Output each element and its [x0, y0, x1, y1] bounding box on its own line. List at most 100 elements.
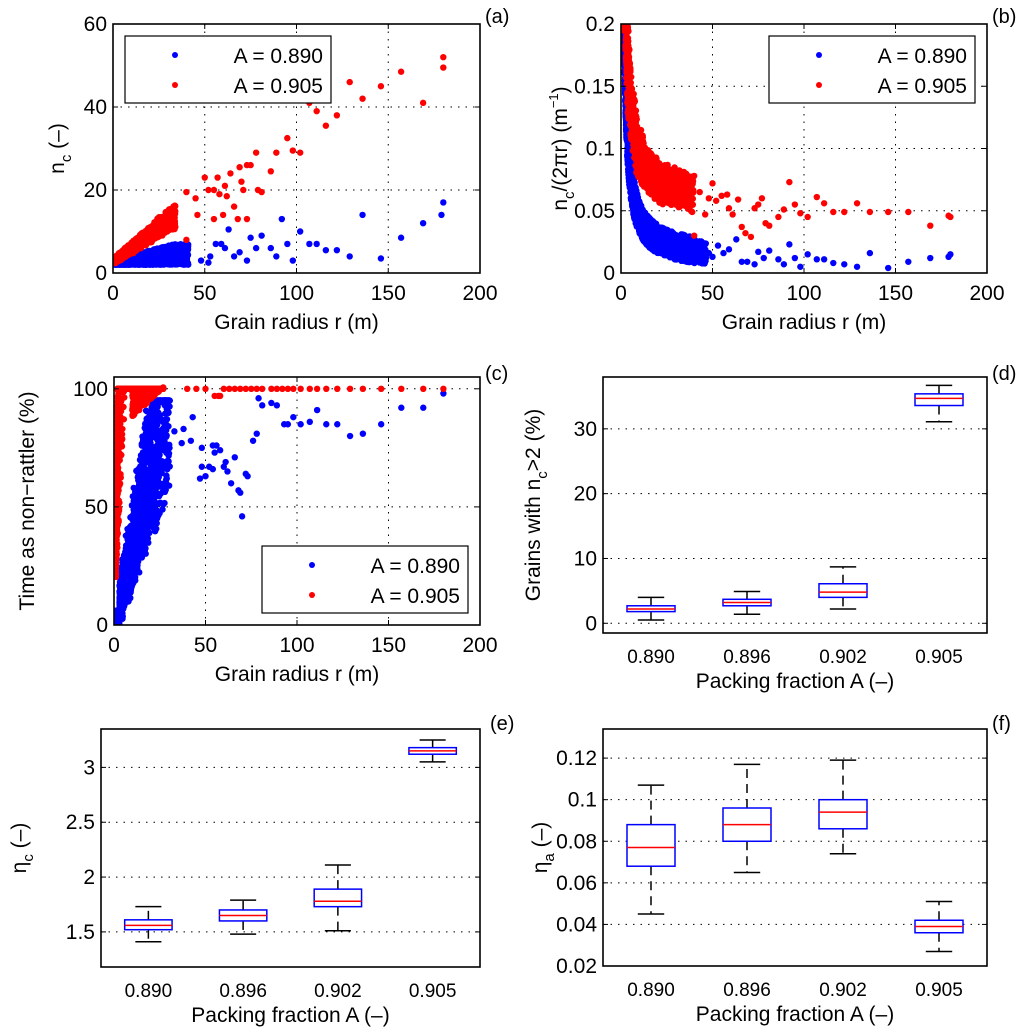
y-label-part: n: [46, 162, 69, 174]
point-a0890: [225, 226, 232, 233]
point-a0905: [296, 149, 304, 156]
point-a0890: [438, 211, 445, 219]
point-a0905: [440, 54, 447, 61]
point-a0890: [205, 259, 212, 266]
point-a0890: [247, 234, 254, 241]
point-a0905: [183, 188, 190, 196]
point-a0905: [230, 203, 238, 210]
point-a0905: [252, 149, 260, 156]
point-a0905: [216, 190, 223, 198]
point-a0905: [127, 241, 135, 249]
point-a0890: [218, 240, 225, 248]
point-a0905: [273, 149, 280, 156]
panel-label: (a): [485, 6, 509, 28]
point-a0905: [205, 186, 212, 194]
legend: A = 0.890 A = 0.905: [124, 35, 332, 104]
legend-marker-a0890: [172, 52, 178, 58]
y-tick-label: 40: [84, 96, 107, 119]
point-a0905: [236, 163, 243, 171]
legend-box: [124, 35, 332, 104]
point-a0905: [192, 195, 199, 202]
point-a0905: [221, 182, 229, 190]
point-a0890: [197, 257, 205, 264]
point-a0890: [162, 248, 170, 255]
y-tick-label: 0: [95, 262, 107, 285]
x-tick-label: 0: [107, 282, 119, 305]
x-axis-label: Grain radius r (m): [214, 311, 379, 334]
point-a0905: [166, 218, 173, 226]
point-a0905: [322, 122, 330, 129]
point-a0890: [346, 253, 353, 260]
point-a0890: [230, 253, 238, 260]
point-a0890: [159, 257, 166, 264]
point-a0905: [158, 229, 166, 236]
point-a0905: [210, 186, 218, 194]
point-a0890: [359, 211, 366, 219]
point-a0890: [333, 246, 341, 254]
point-a0905: [258, 188, 265, 196]
point-a0890: [397, 234, 405, 241]
point-a0905: [131, 246, 138, 253]
point-a0905: [214, 174, 221, 181]
point-a0905: [359, 95, 366, 102]
point-a0890: [171, 257, 179, 265]
legend-entry: A = 0.890: [234, 45, 323, 68]
point-a0905: [238, 178, 245, 185]
x-tick-label: 200: [462, 282, 497, 305]
point-a0905: [164, 213, 172, 221]
x-tick-label: 100: [279, 282, 314, 305]
point-a0890: [181, 246, 188, 253]
point-a0905: [171, 225, 178, 233]
scatter-points: [621, 24, 954, 272]
point-a0890: [134, 257, 141, 264]
point-a0890: [296, 228, 304, 235]
point-a0905: [440, 64, 447, 71]
point-a0890: [306, 240, 313, 248]
point-a0890: [236, 249, 243, 256]
point-a0890: [207, 253, 214, 260]
point-a0890: [252, 244, 260, 252]
point-a0890: [267, 244, 275, 252]
point-a0905: [240, 186, 247, 194]
point-a0905: [419, 99, 427, 107]
point-a0890: [180, 253, 187, 260]
y-tick-label: 20: [84, 179, 107, 202]
point-a0905: [171, 216, 178, 223]
point-a0890: [284, 240, 291, 248]
point-a0905: [267, 168, 275, 175]
point-a0890: [174, 241, 182, 249]
point-a0890: [419, 220, 427, 227]
point-a0890: [221, 244, 229, 252]
x-tick-label: 150: [371, 282, 406, 305]
point-a0905: [160, 219, 167, 227]
y-label-part: (–): [46, 123, 69, 155]
point-a0890: [278, 215, 286, 223]
point-a0905: [223, 193, 230, 200]
point-a0890: [154, 250, 161, 257]
point-a0905: [219, 211, 227, 219]
point-a0905: [201, 174, 208, 181]
point-a0905: [151, 235, 158, 242]
point-a0905: [166, 206, 173, 213]
point-a0890: [144, 250, 152, 257]
point-a0890: [322, 246, 330, 254]
point-a0905: [234, 215, 241, 223]
point-a0905: [144, 229, 152, 236]
scatter-points: [113, 54, 447, 268]
point-a0905: [151, 228, 158, 235]
legend-marker-a0905: [172, 82, 178, 88]
point-a0905: [194, 211, 201, 219]
point-a0890: [212, 240, 219, 248]
point-a0905: [138, 235, 146, 243]
point-a0905: [227, 170, 234, 177]
point-a0890: [440, 199, 447, 206]
point-a0905: [377, 83, 385, 90]
point-a0905: [333, 112, 341, 119]
point-a0890: [289, 257, 297, 264]
point-a0905: [120, 247, 128, 255]
y-label-subscript: c: [58, 154, 75, 162]
legend-entry: A = 0.905: [234, 75, 323, 98]
